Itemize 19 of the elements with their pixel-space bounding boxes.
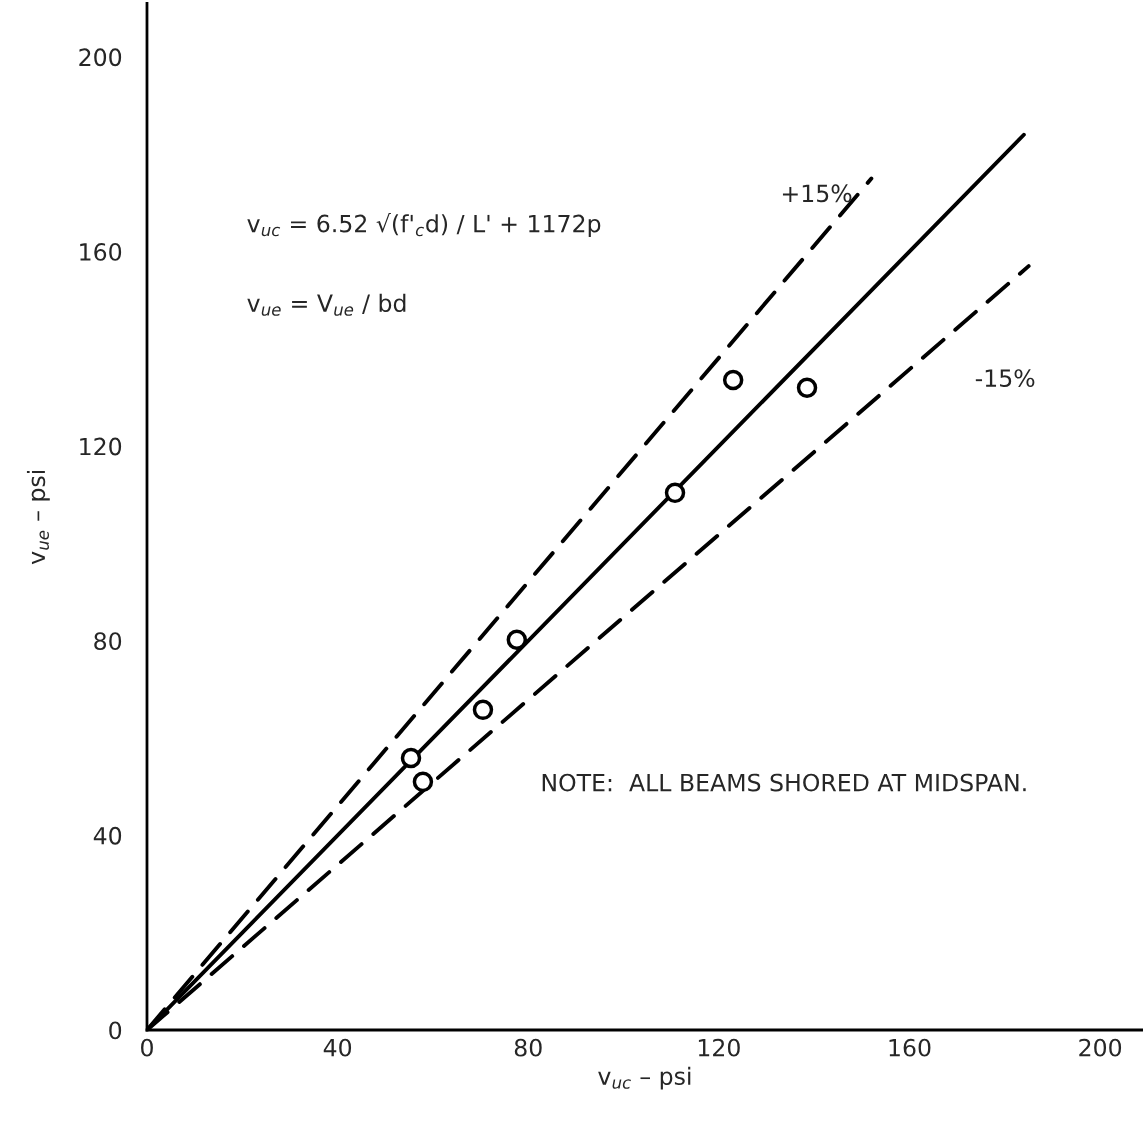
x-tick-label: 40 [323, 1038, 352, 1057]
y-tick-label: 40 [93, 826, 122, 845]
y-tick-label: 80 [94, 632, 122, 651]
y-tick-label: 160 [80, 242, 122, 261]
annotation: v$_{uc}$ = 6.52 √(f'$_{c}$d) / L' + 1172p [247, 212, 601, 238]
annotation: -15% [975, 369, 1035, 388]
x-tick-label: 0 [141, 1038, 153, 1057]
annotation: NOTE: ALL BEAMS SHORED AT MIDSPAN. [542, 773, 1026, 792]
x-tick-label: 200 [1079, 1038, 1122, 1057]
x-tick-label: 80 [514, 1038, 542, 1057]
y-tick-label: 120 [80, 437, 122, 456]
y-tick-label: 200 [79, 48, 122, 67]
x-axis-title: v$_{uc}$ – psi [598, 1066, 691, 1090]
annotation: +15% [782, 184, 852, 203]
x-tick-label: 120 [698, 1038, 740, 1057]
y-axis-title: v$_{ue}$ – psi [26, 470, 50, 565]
y-tick-label: 0 [109, 1021, 122, 1040]
x-tick-label: 160 [889, 1038, 931, 1057]
annotation: v$_{ue}$ = V$_{ue}$ / bd [247, 293, 406, 316]
